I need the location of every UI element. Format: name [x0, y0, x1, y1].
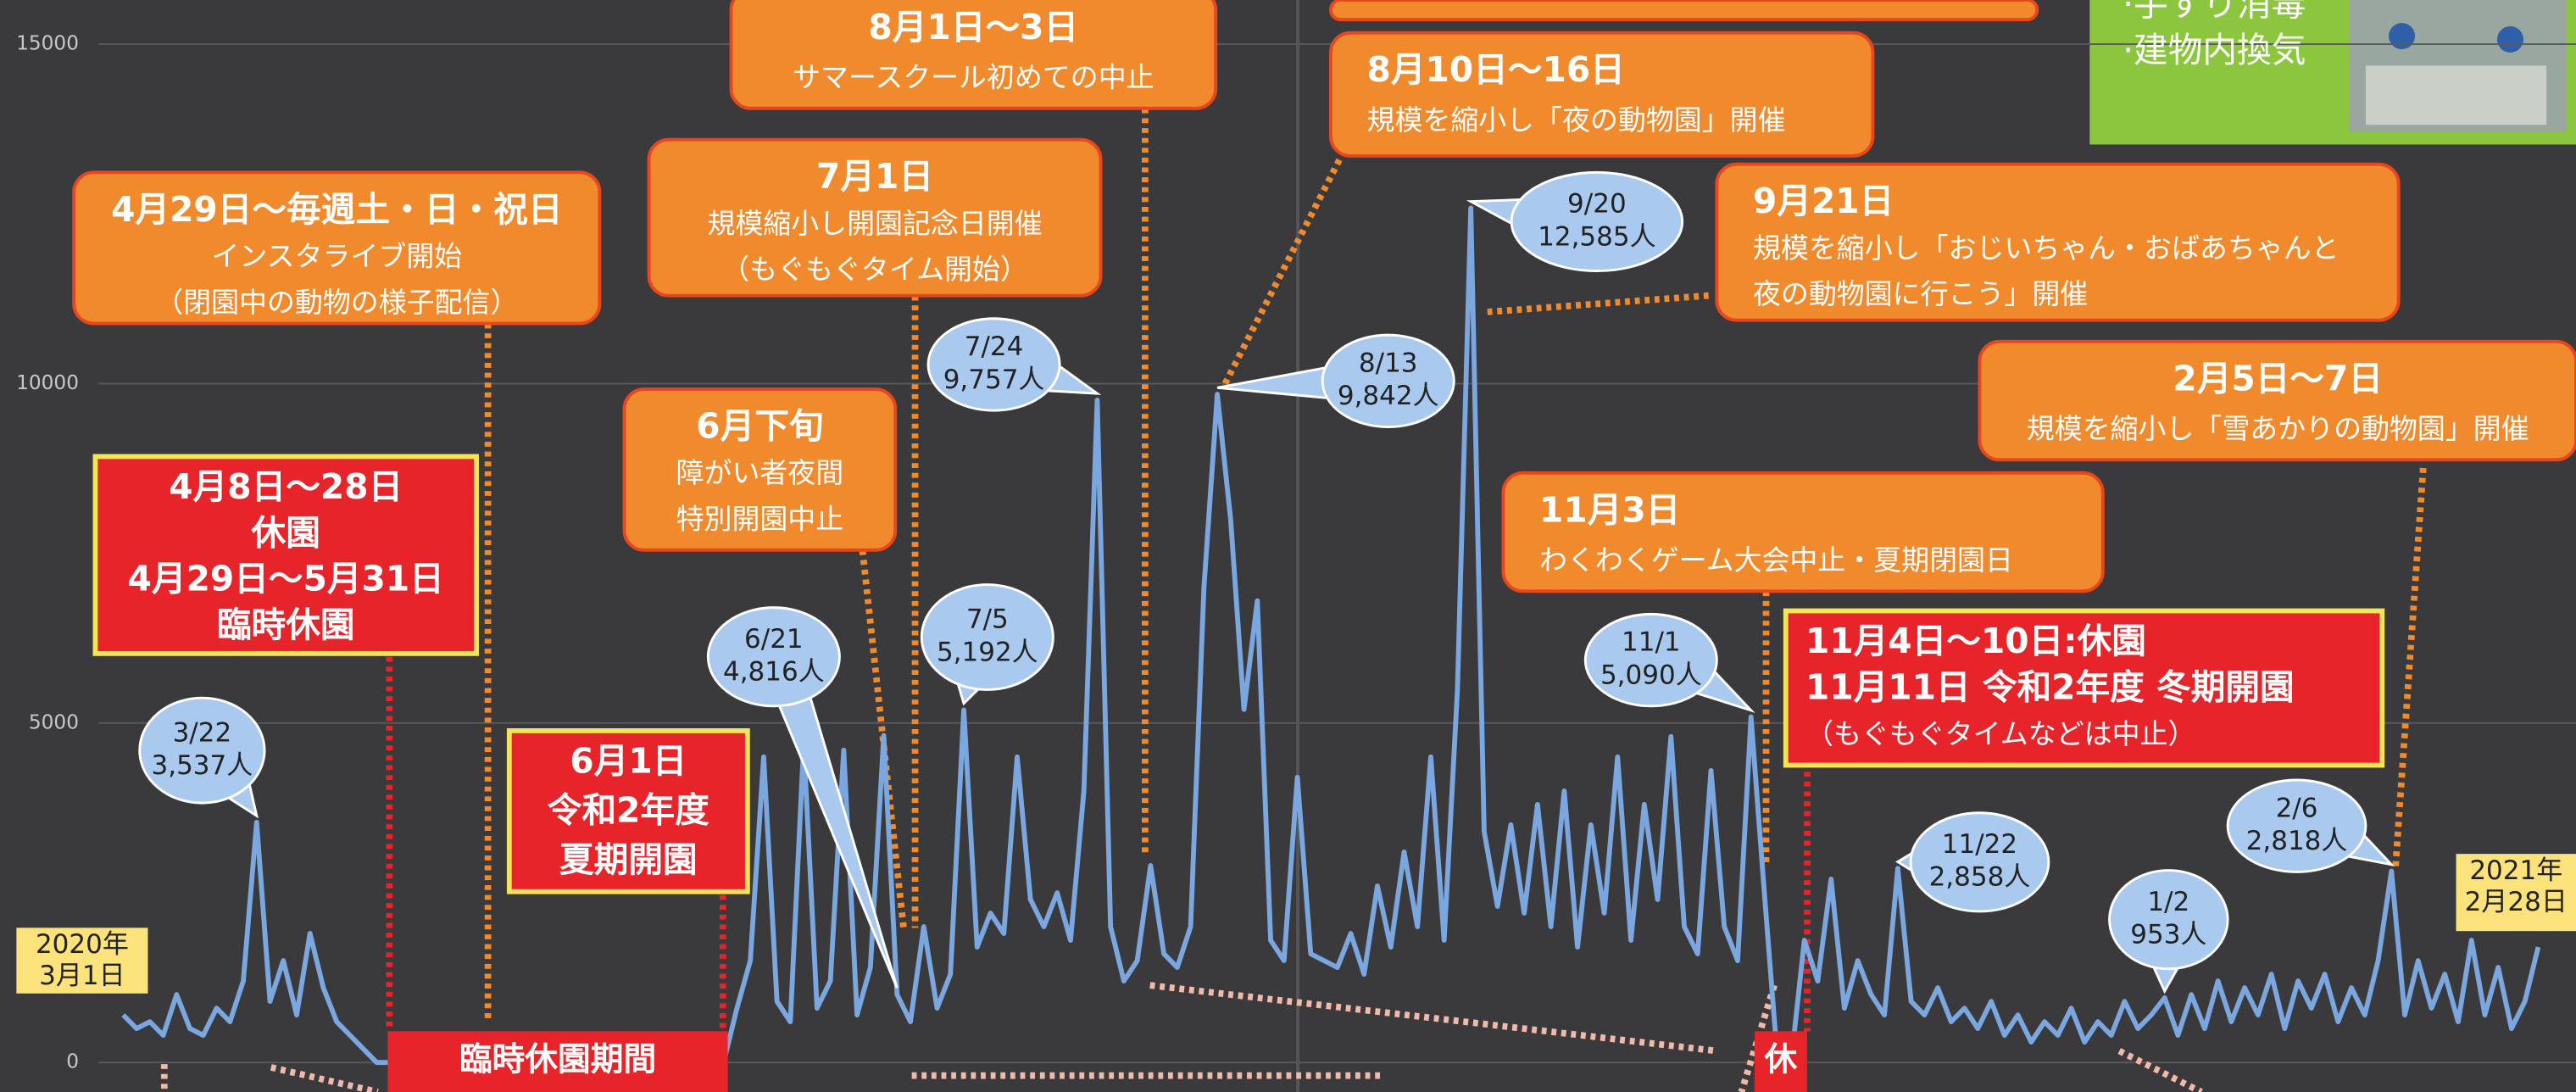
notice-text: ·手すり消毒 — [2123, 0, 2306, 25]
photo-figure — [2389, 23, 2415, 49]
date-text: 2月28日 — [2465, 887, 2568, 917]
closure-text: 11月4日～10日:休園 — [1805, 621, 2146, 661]
closure-text: 4月8日～28日 — [169, 466, 403, 507]
photo-figure — [2497, 26, 2523, 53]
bubble-text: 2/6 — [2276, 793, 2318, 823]
bubble-text: 9/20 — [1567, 189, 1627, 220]
callout-text: 特別開園中止 — [676, 502, 844, 535]
bubble-text: 11/22 — [1942, 829, 2017, 860]
callout-title: 6月下旬 — [696, 406, 823, 447]
bubble-text: 7/5 — [966, 604, 1009, 635]
bubble-text: 8/13 — [1359, 348, 1418, 378]
closure-text: 臨時休園 — [217, 604, 355, 645]
bubble-text: 2,818人 — [2246, 826, 2348, 856]
chart: 0 5000 10000 15000 4月29日～毎週土・日・祝日インスタライブ開始 （閉… — [0, 0, 2576, 1092]
date-text: 2021年 — [2469, 855, 2562, 886]
closure-text: 夏期開園 — [559, 839, 698, 880]
bubble-text: 5,192人 — [937, 637, 1038, 667]
bubble-text: 3,537人 — [152, 750, 253, 781]
period-text: 臨時休園期間 — [459, 1041, 656, 1079]
callout-title: 4月29日～毎週土・日・祝日 — [111, 189, 562, 230]
callout-title: 8月1日～3日 — [869, 7, 1079, 47]
bubble-text: 11/1 — [1622, 627, 1681, 658]
callout-title: 11月3日 — [1539, 489, 1680, 530]
bubble-text: 9,757人 — [943, 365, 1045, 395]
y-tick-label: 0 — [66, 1050, 79, 1073]
bubble-text: 9,842人 — [1338, 381, 1439, 411]
y-tick-label: 10000 — [16, 371, 79, 394]
callout-title: 8月10日～16日 — [1367, 49, 1625, 90]
callout-text: 規模を縮小し「おじいちゃん・おばあちゃんと — [1753, 231, 2340, 265]
callout-text: わくわくゲーム大会中止・夏期閉園日 — [1539, 543, 2013, 577]
bubble-text: 6/21 — [744, 624, 804, 655]
bubble-text: 5,090人 — [1600, 660, 1702, 690]
bubble-text: 3/22 — [173, 717, 232, 748]
y-tick-label: 5000 — [29, 710, 79, 733]
closure-text: 令和2年度 — [548, 790, 709, 831]
bubble-text: 12,585人 — [1538, 221, 1655, 252]
bubble-text: 1/2 — [2147, 887, 2189, 917]
callout-text: 規模を縮小し「夜の動物園」開催 — [1367, 103, 1786, 136]
callout-text: （閉園中の動物の様子配信） — [155, 286, 518, 319]
callout-title: 9月21日 — [1753, 181, 1894, 221]
closure-note: （もぐもぐタイムなどは中止） — [1805, 717, 2195, 750]
date-text: 2020年 — [36, 929, 129, 960]
period-text: 休 — [1764, 1041, 1798, 1079]
callout-title: 7月1日 — [816, 156, 933, 197]
closure-text: 休園 — [251, 512, 320, 553]
notice-text: ·建物内換気 — [2123, 30, 2306, 70]
callout-text: 障がい者夜間 — [676, 456, 844, 489]
callout-text: インスタライブ開始 — [211, 240, 462, 273]
callout-text: 夜の動物園に行こう」開催 — [1753, 277, 2088, 310]
closure-text: 11月11日 令和2年度 冬期開園 — [1805, 666, 2295, 707]
callout-title: 2月5日～7日 — [2173, 358, 2383, 398]
bubble-text: 7/24 — [965, 332, 1024, 362]
callout-text: サマースクール初めての中止 — [793, 60, 1154, 93]
bubble-text: 953人 — [2130, 920, 2206, 950]
closure-text: 4月29日～5月31日 — [128, 559, 444, 599]
closure-text: 6月1日 — [570, 741, 687, 782]
bubble-text: 2,858人 — [1929, 862, 2031, 893]
cut-callout — [1331, 0, 2037, 20]
callout-text: 規模を縮小し「雪あかりの動物園」開催 — [2027, 412, 2529, 445]
callout-text: 規模縮小し開園記念日開催 — [707, 207, 1042, 240]
photo-ground — [2366, 65, 2546, 125]
y-tick-label: 15000 — [16, 32, 79, 55]
callout-text: （もぐもぐタイム開始） — [721, 253, 1028, 286]
bubble-text: 4,816人 — [723, 657, 825, 688]
date-text: 3月1日 — [39, 961, 125, 991]
